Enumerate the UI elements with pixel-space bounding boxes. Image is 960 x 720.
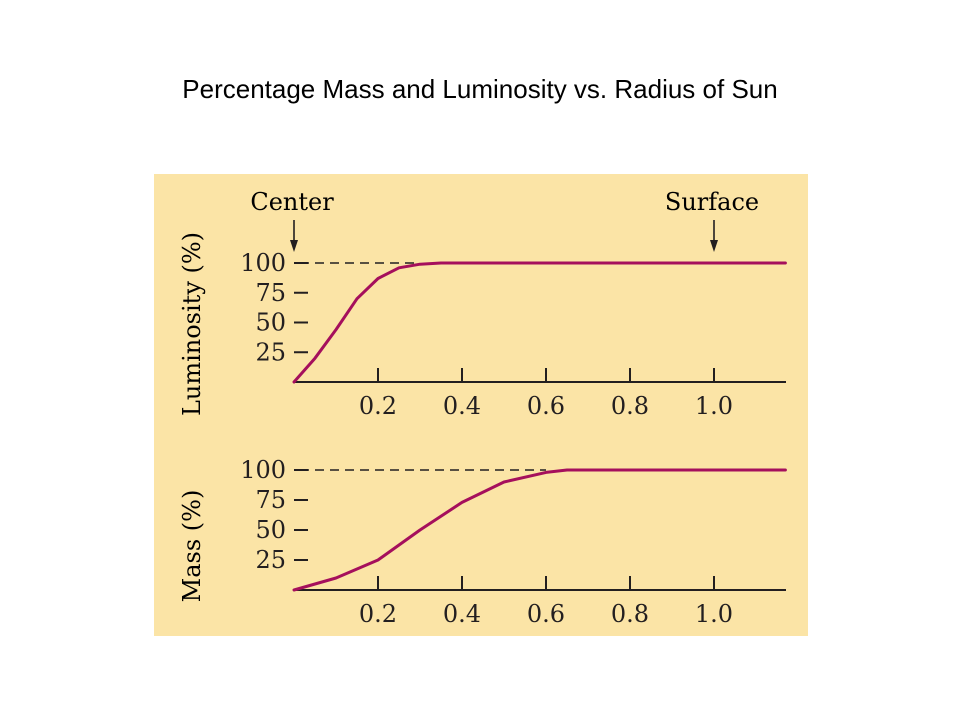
page-title: Percentage Mass and Luminosity vs. Radiu… — [182, 74, 778, 104]
mass-x-tick-label: 0.4 — [443, 600, 481, 628]
mass-axis-label: Mass (%) — [178, 490, 206, 603]
luminosity-y-tick-label: 75 — [255, 279, 286, 307]
luminosity-curve — [292, 261, 787, 384]
chart-svg: Center Surface Luminosity (%) 0.2 0.4 0.6 0… — [154, 174, 808, 636]
mass-x-tick-label: 0.8 — [611, 600, 649, 628]
luminosity-x-tick-label: 1.0 — [695, 392, 733, 420]
panel-background — [154, 174, 808, 636]
luminosity-x-tick-label: 0.8 — [611, 392, 649, 420]
surface-arrow — [710, 220, 718, 252]
luminosity-axis-label: Luminosity (%) — [178, 232, 206, 416]
surface-arrow-head — [710, 240, 718, 252]
mass-x-tick-label: 0.2 — [359, 600, 397, 628]
luminosity-x-tick-label: 0.6 — [527, 392, 565, 420]
mass-curve — [292, 468, 787, 592]
center-label: Center — [250, 188, 334, 216]
mass-x-tick-label: 1.0 — [695, 600, 733, 628]
luminosity-y-tick-label: 50 — [255, 309, 286, 337]
luminosity-x-tick-label: 0.2 — [359, 392, 397, 420]
mass-x-tick-label: 0.6 — [527, 600, 565, 628]
luminosity-y-tick-label: 25 — [255, 338, 286, 366]
surface-label: Surface — [665, 188, 759, 216]
luminosity-y-tick-label: 100 — [240, 249, 286, 277]
mass-y-tick-label: 100 — [240, 456, 286, 484]
luminosity-x-tick-label: 0.4 — [443, 392, 481, 420]
center-arrow-head — [290, 240, 298, 252]
mass-y-tick-label: 50 — [255, 516, 286, 544]
figure-panel: Center Surface Luminosity (%) 0.2 0.4 0.6 0… — [154, 174, 808, 636]
mass-y-tick-label: 25 — [255, 546, 286, 574]
center-arrow — [290, 220, 298, 252]
mass-y-tick-label: 75 — [255, 486, 286, 514]
